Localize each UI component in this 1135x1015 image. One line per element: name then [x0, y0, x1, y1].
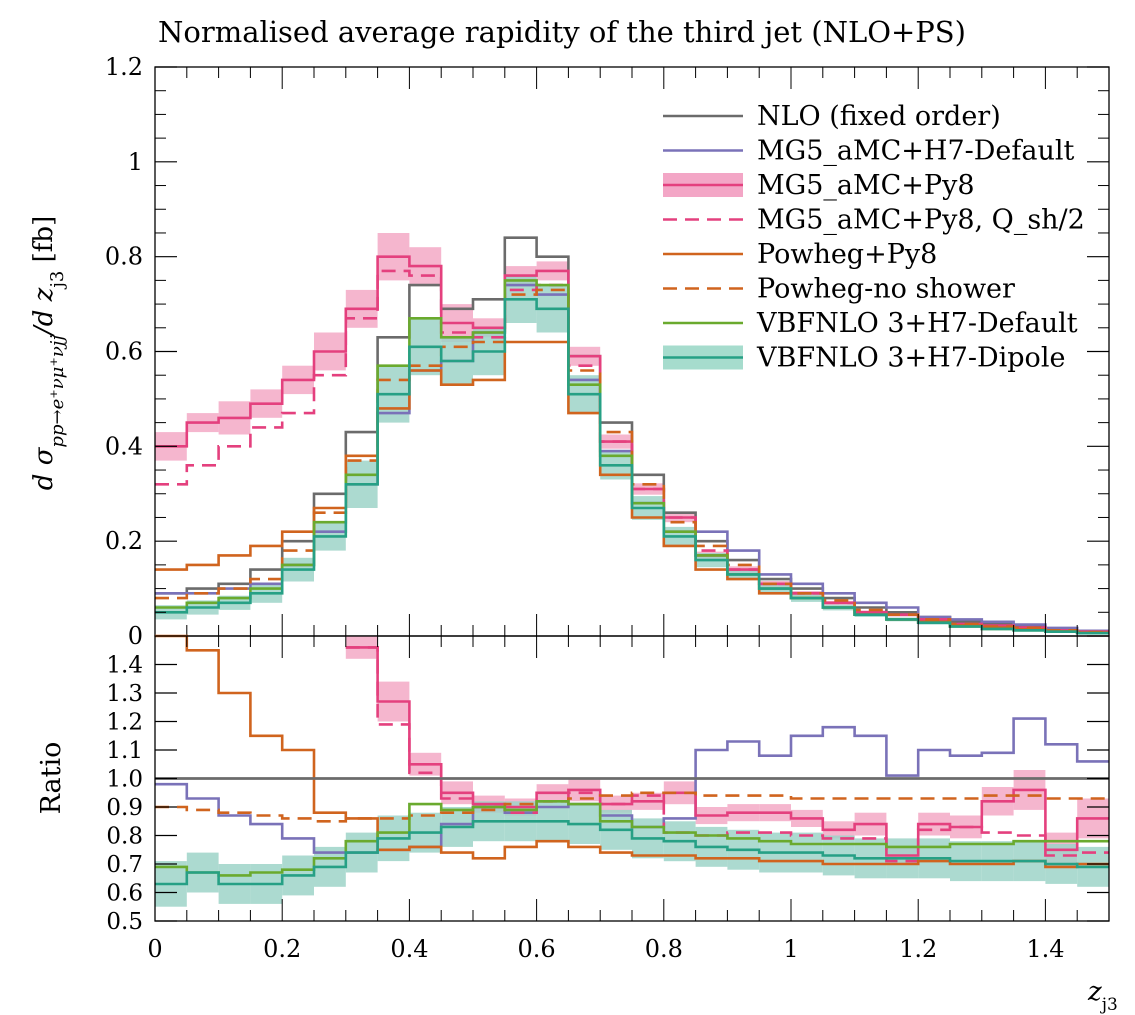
legend-label-vbfnlo-3-h7-default: VBFNLO 3+H7-Default	[756, 308, 1078, 339]
ratio-y-tick-label-1-2: 1.2	[106, 710, 143, 736]
ratio-y-tick-label-1-0: 1.0	[106, 767, 143, 793]
y-axis-label-ratio: Ratio	[36, 742, 67, 815]
ratio-x-ticks: 0 0.2 0.4 0.6 0.8 1 1.2 1.4	[147, 636, 1110, 963]
ratio-y-tick-label-0-6: 0.6	[106, 881, 143, 907]
legend-label-powheg-no-shower: Powheg-no shower	[757, 274, 1015, 305]
ratio-panel: 0.50.60.70.80.91.01.11.21.31.4 0 0.2 0.4 0.…	[106, 634, 1110, 963]
x-tick-label-0-2: 0.2	[263, 935, 301, 963]
main-y-tick-label-0-2: 0.2	[105, 527, 143, 555]
chart-title: Normalised average rapidity of the third…	[158, 15, 966, 49]
main-panel: 0 0.2 0.4 0.6 0.8 1 1.2	[105, 53, 1110, 650]
main-lines	[155, 236, 1109, 635]
legend-label-nlo-fixed-order: NLO (fixed order)	[757, 101, 1001, 132]
main-y-tick-label-0-6: 0.6	[105, 338, 143, 366]
ratio-bands	[155, 636, 1109, 907]
ratio-y-tick-label-1-3: 1.3	[106, 681, 143, 707]
main-y-tick-label-1: 1	[128, 148, 143, 176]
x-tick-label-1-4: 1.4	[1026, 935, 1064, 963]
ratio-series-mg5-amc-py8	[345, 646, 1109, 857]
ratio-y-tick-label-1-4: 1.4	[106, 653, 143, 679]
main-y-ticks: 0 0.2 0.4 0.6 0.8 1 1.2	[105, 53, 1109, 650]
x-tick-label-0: 0	[147, 935, 162, 963]
legend-label-vbfnlo-3-h7-dipole: VBFNLO 3+H7-Dipole	[756, 343, 1065, 374]
ratio-series-vbfnlo-3-h7-dipole	[155, 820, 1109, 886]
x-tick-label-0-6: 0.6	[518, 935, 556, 963]
main-x-ticks	[154, 67, 1110, 636]
main-y-tick-label-1-2: 1.2	[105, 53, 143, 81]
main-series-vbfnlo-3-h7-dipole	[155, 298, 1109, 635]
x-tick-label-1-2: 1.2	[899, 935, 937, 963]
legend-label-mg5-amc-h7-default: MG5_aMC+H7-Default	[757, 136, 1075, 167]
main-y-tick-label-0: 0	[128, 622, 143, 650]
ratio-y-tick-label-0-7: 0.7	[106, 852, 143, 878]
ratio-y-tick-label-0-5: 0.5	[106, 909, 143, 935]
ratio-series-vbfnlo-3-h7-default	[155, 800, 1109, 877]
ratio-y-ticks: 0.50.6 0.70.8 0.91.0 1.11.2 1.31.4	[106, 653, 1109, 935]
legend-label-mg5-amc-py8: MG5_aMC+Py8	[757, 170, 975, 201]
ratio-y-tick-label-0-8: 0.8	[106, 824, 143, 850]
legend-label-powheg-py8: Powheg+Py8	[757, 239, 937, 270]
main-y-tick-label-0-4: 0.4	[105, 432, 143, 460]
ratio-series-mg5-amc-py8-q-sh-2	[345, 646, 1109, 863]
main-y-tick-label-0-8: 0.8	[105, 243, 143, 271]
x-tick-label-0-4: 0.4	[390, 935, 428, 963]
legend: NLO (fixed order)MG5_aMC+H7-DefaultMG5_a…	[663, 101, 1085, 374]
ratio-lines	[155, 634, 1109, 886]
y-axis-label-main: d σpp→e⁺νμ⁺νjj/d zj3 [fb]	[29, 216, 68, 490]
x-axis-label: zj3	[1087, 977, 1118, 1015]
x-tick-label-0-8: 0.8	[645, 935, 683, 963]
x-tick-label-1: 1	[783, 935, 798, 963]
legend-label-mg5-amc-py8-q-sh-2: MG5_aMC+Py8, Q_sh/2	[757, 205, 1085, 236]
ratio-y-tick-label-0-9: 0.9	[106, 795, 143, 821]
ratio-y-tick-label-1-1: 1.1	[106, 738, 143, 764]
